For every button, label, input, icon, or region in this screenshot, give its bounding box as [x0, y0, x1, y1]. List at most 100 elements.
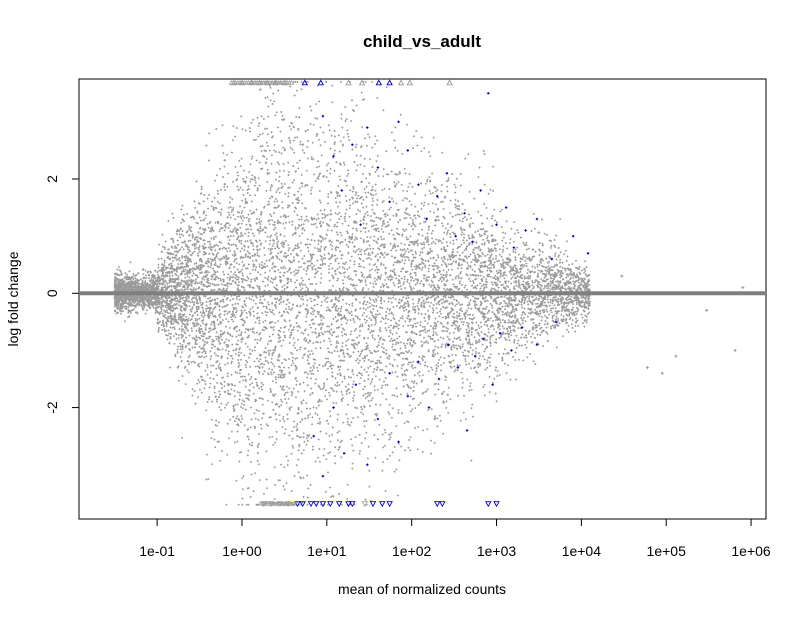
x-tick-label-0: 1e-01 — [139, 543, 175, 559]
x-tick-label-3: 1e+02 — [392, 543, 432, 559]
sig-point-38 — [427, 406, 431, 409]
sig-point-21 — [512, 246, 516, 249]
sig-point-40 — [447, 343, 450, 346]
sig-point-28 — [321, 474, 325, 478]
isolated-point-2 — [660, 371, 664, 375]
sig-point-29 — [332, 406, 335, 409]
sig-point-42 — [465, 429, 469, 432]
capped-lower-15 — [378, 501, 386, 508]
sig-point-19 — [495, 223, 498, 226]
sig-point-30 — [342, 452, 346, 455]
capped-lower-12 — [349, 501, 356, 508]
y-tick-label-2: 2 — [44, 175, 60, 183]
sig-point-0 — [321, 114, 325, 118]
sig-point-49 — [535, 343, 539, 346]
sig-point-20 — [504, 206, 508, 209]
capped-upper-2 — [248, 79, 255, 86]
sig-point-8 — [397, 120, 400, 124]
capped-upper-13 — [397, 79, 405, 86]
sig-point-14 — [454, 234, 457, 238]
sig-point-10 — [417, 183, 420, 186]
sig-point-32 — [366, 463, 369, 466]
capped-upper-11 — [375, 79, 383, 86]
y-tick-label-1: 0 — [44, 289, 60, 297]
sig-point-18 — [487, 92, 490, 95]
sig-point-34 — [388, 372, 391, 375]
sig-point-48 — [520, 326, 524, 329]
significant-points — [312, 92, 590, 478]
isolated-point-3 — [674, 354, 678, 358]
capped-lower-20 — [493, 501, 500, 508]
sig-point-43 — [473, 354, 477, 358]
sig-point-37 — [417, 360, 420, 364]
capped-upper-5 — [272, 79, 280, 86]
sig-point-4 — [359, 223, 362, 226]
capped-lower-9 — [327, 501, 334, 508]
sig-point-41 — [456, 366, 460, 369]
capped-upper-8 — [317, 79, 325, 86]
capped-lower-11 — [345, 501, 352, 508]
capped-lower-8 — [319, 501, 327, 508]
capped-upper-12 — [386, 79, 393, 86]
sig-point-1 — [332, 154, 335, 158]
x-tick-label-5: 1e+04 — [562, 543, 602, 559]
isolated-point-6 — [741, 286, 745, 290]
capped-lower-19 — [485, 501, 492, 508]
capped-lower-5 — [299, 501, 306, 508]
sig-point-50 — [554, 320, 558, 324]
capped-upper-15 — [446, 79, 453, 86]
sig-point-27 — [312, 434, 315, 438]
capped-points — [228, 79, 500, 508]
x-axis: 1e-01 1e+00 1e+01 1e+02 1e+03 1e+04 1e+05 1e+06 — [139, 519, 771, 559]
sig-point-3 — [351, 143, 354, 146]
sig-point-26 — [586, 252, 590, 255]
sig-point-13 — [445, 172, 449, 175]
sig-point-25 — [571, 234, 575, 238]
capped-lower-7 — [312, 501, 320, 508]
y-tick-label-0: -2 — [44, 401, 60, 414]
sig-point-23 — [535, 217, 539, 221]
plot-frame — [78, 78, 767, 520]
sig-point-33 — [376, 417, 380, 421]
sig-point-5 — [366, 126, 369, 129]
sig-point-24 — [550, 257, 554, 261]
sig-point-31 — [354, 383, 358, 386]
sig-point-35 — [397, 440, 400, 444]
capped-lower-10 — [335, 501, 343, 508]
x-axis-label: mean of normalized counts — [338, 581, 506, 597]
x-tick-label-7: 1e+06 — [731, 543, 771, 559]
capped-upper-10 — [358, 79, 366, 86]
x-tick-label-2: 1e+01 — [307, 543, 347, 559]
sig-point-22 — [524, 229, 527, 232]
capped-lower-13 — [361, 501, 369, 508]
capped-lower-18 — [439, 501, 446, 508]
capped-lower-6 — [307, 501, 315, 508]
background-points — [113, 80, 745, 506]
capped-upper-14 — [406, 79, 414, 86]
sig-point-12 — [436, 194, 439, 198]
x-tick-label-1: 1e+00 — [222, 543, 262, 559]
chart-title: child_vs_adult — [363, 32, 481, 51]
sig-point-15 — [463, 212, 466, 215]
sig-point-7 — [388, 200, 391, 204]
y-axis-label: log fold change — [5, 251, 21, 346]
capped-lower-14 — [369, 501, 377, 508]
capped-lower-16 — [386, 501, 393, 508]
capped-lower-4 — [294, 501, 301, 508]
isolated-point-4 — [705, 308, 709, 312]
capped-lower-17 — [433, 501, 441, 508]
sig-point-16 — [471, 240, 474, 244]
sig-point-47 — [510, 349, 513, 352]
sig-point-39 — [437, 377, 441, 381]
sig-point-11 — [425, 217, 428, 221]
sig-point-2 — [340, 189, 343, 192]
isolated-point-1 — [645, 366, 649, 370]
sig-point-46 — [498, 332, 502, 335]
capped-upper-7 — [301, 79, 309, 86]
sig-point-9 — [406, 149, 409, 152]
isolated-point-5 — [733, 348, 737, 352]
sig-point-36 — [406, 394, 409, 398]
x-tick-label-4: 1e+03 — [477, 543, 517, 559]
x-tick-label-6: 1e+05 — [647, 543, 687, 559]
